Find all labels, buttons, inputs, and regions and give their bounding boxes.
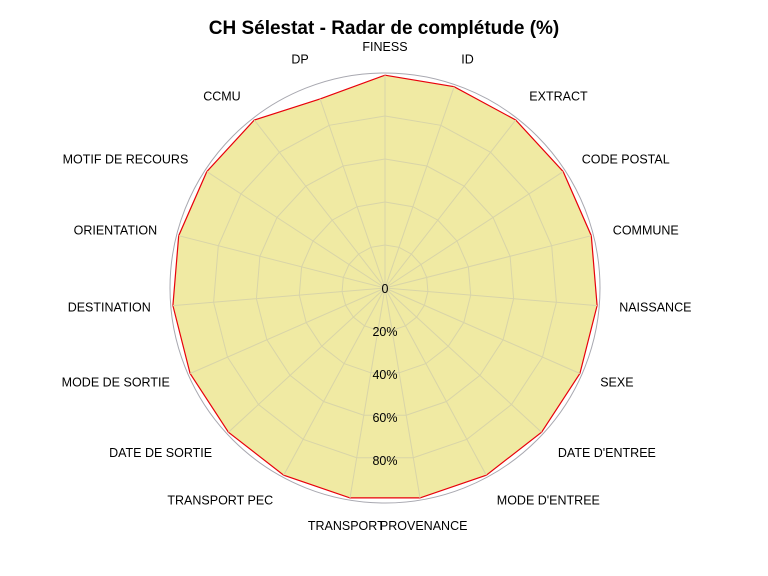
grid-spoke xyxy=(228,287,386,433)
grid-spoke xyxy=(178,235,386,289)
ring-label: 80% xyxy=(372,454,397,468)
chart-title: CH Sélestat - Radar de complétude (%) xyxy=(208,18,560,39)
axis-label: ORIENTATION xyxy=(74,223,158,237)
axis-label: DATE DE SORTIE xyxy=(109,446,212,460)
grid-ring xyxy=(255,158,515,416)
grid-spoke xyxy=(206,171,386,289)
grid-ring xyxy=(298,201,472,374)
axis-label: FINESS xyxy=(362,40,407,54)
grid-spoke xyxy=(384,171,564,289)
ring-label: 0 xyxy=(382,282,389,296)
axis-label: DESTINATION xyxy=(68,300,151,314)
grid-spoke xyxy=(384,287,542,433)
axis-label: TRANSPORT xyxy=(308,519,385,533)
grid-spoke xyxy=(319,98,386,289)
axis-label: MOTIF DE RECOURS xyxy=(63,153,189,167)
grid-spoke xyxy=(384,119,517,289)
axis-label-layer: FINESS ID EXTRACT CODE POSTAL COMMUNE NAISSAN… xyxy=(62,40,692,533)
axis-label: MODE D'ENTREE xyxy=(497,494,600,508)
grid-spoke xyxy=(189,287,386,374)
grid-spoke xyxy=(384,86,455,289)
grid-spoke xyxy=(349,287,386,498)
grid-ring xyxy=(213,115,557,459)
axis-label: MODE DE SORTIE xyxy=(62,375,170,389)
axis-label: DATE D'ENTREE xyxy=(558,446,656,460)
axis-label: TRANSPORT PEC xyxy=(167,494,273,508)
grid-ring xyxy=(341,244,429,331)
axis-label: ID xyxy=(461,53,474,67)
grid-spoke xyxy=(384,287,487,476)
axis-label: PROVENANCE xyxy=(380,519,468,533)
axis-label: CODE POSTAL xyxy=(582,153,670,167)
grid-spoke xyxy=(384,287,581,374)
grid-spoke xyxy=(384,235,592,289)
axis-label: EXTRACT xyxy=(529,90,588,104)
ring-label: 60% xyxy=(372,411,397,425)
axis-label: DP xyxy=(291,53,308,67)
grid-spoke xyxy=(172,287,386,307)
ring-label: 20% xyxy=(372,325,397,339)
grid-spoke xyxy=(283,287,386,476)
ring-label-layer: 0 20% 40% 60% 80% xyxy=(372,282,397,468)
axis-label: CCMU xyxy=(203,90,241,104)
grid-layer xyxy=(169,72,601,504)
grid-spoke xyxy=(384,287,598,307)
axis-label: SEXE xyxy=(600,375,633,389)
outer-circle xyxy=(169,72,601,504)
ring-label: 40% xyxy=(372,368,397,382)
data-area-layer xyxy=(172,74,598,499)
grid-spoke xyxy=(384,287,421,498)
axis-label: COMMUNE xyxy=(613,223,679,237)
grid-spoke xyxy=(253,119,386,289)
axis-label: NAISSANCE xyxy=(619,300,691,314)
